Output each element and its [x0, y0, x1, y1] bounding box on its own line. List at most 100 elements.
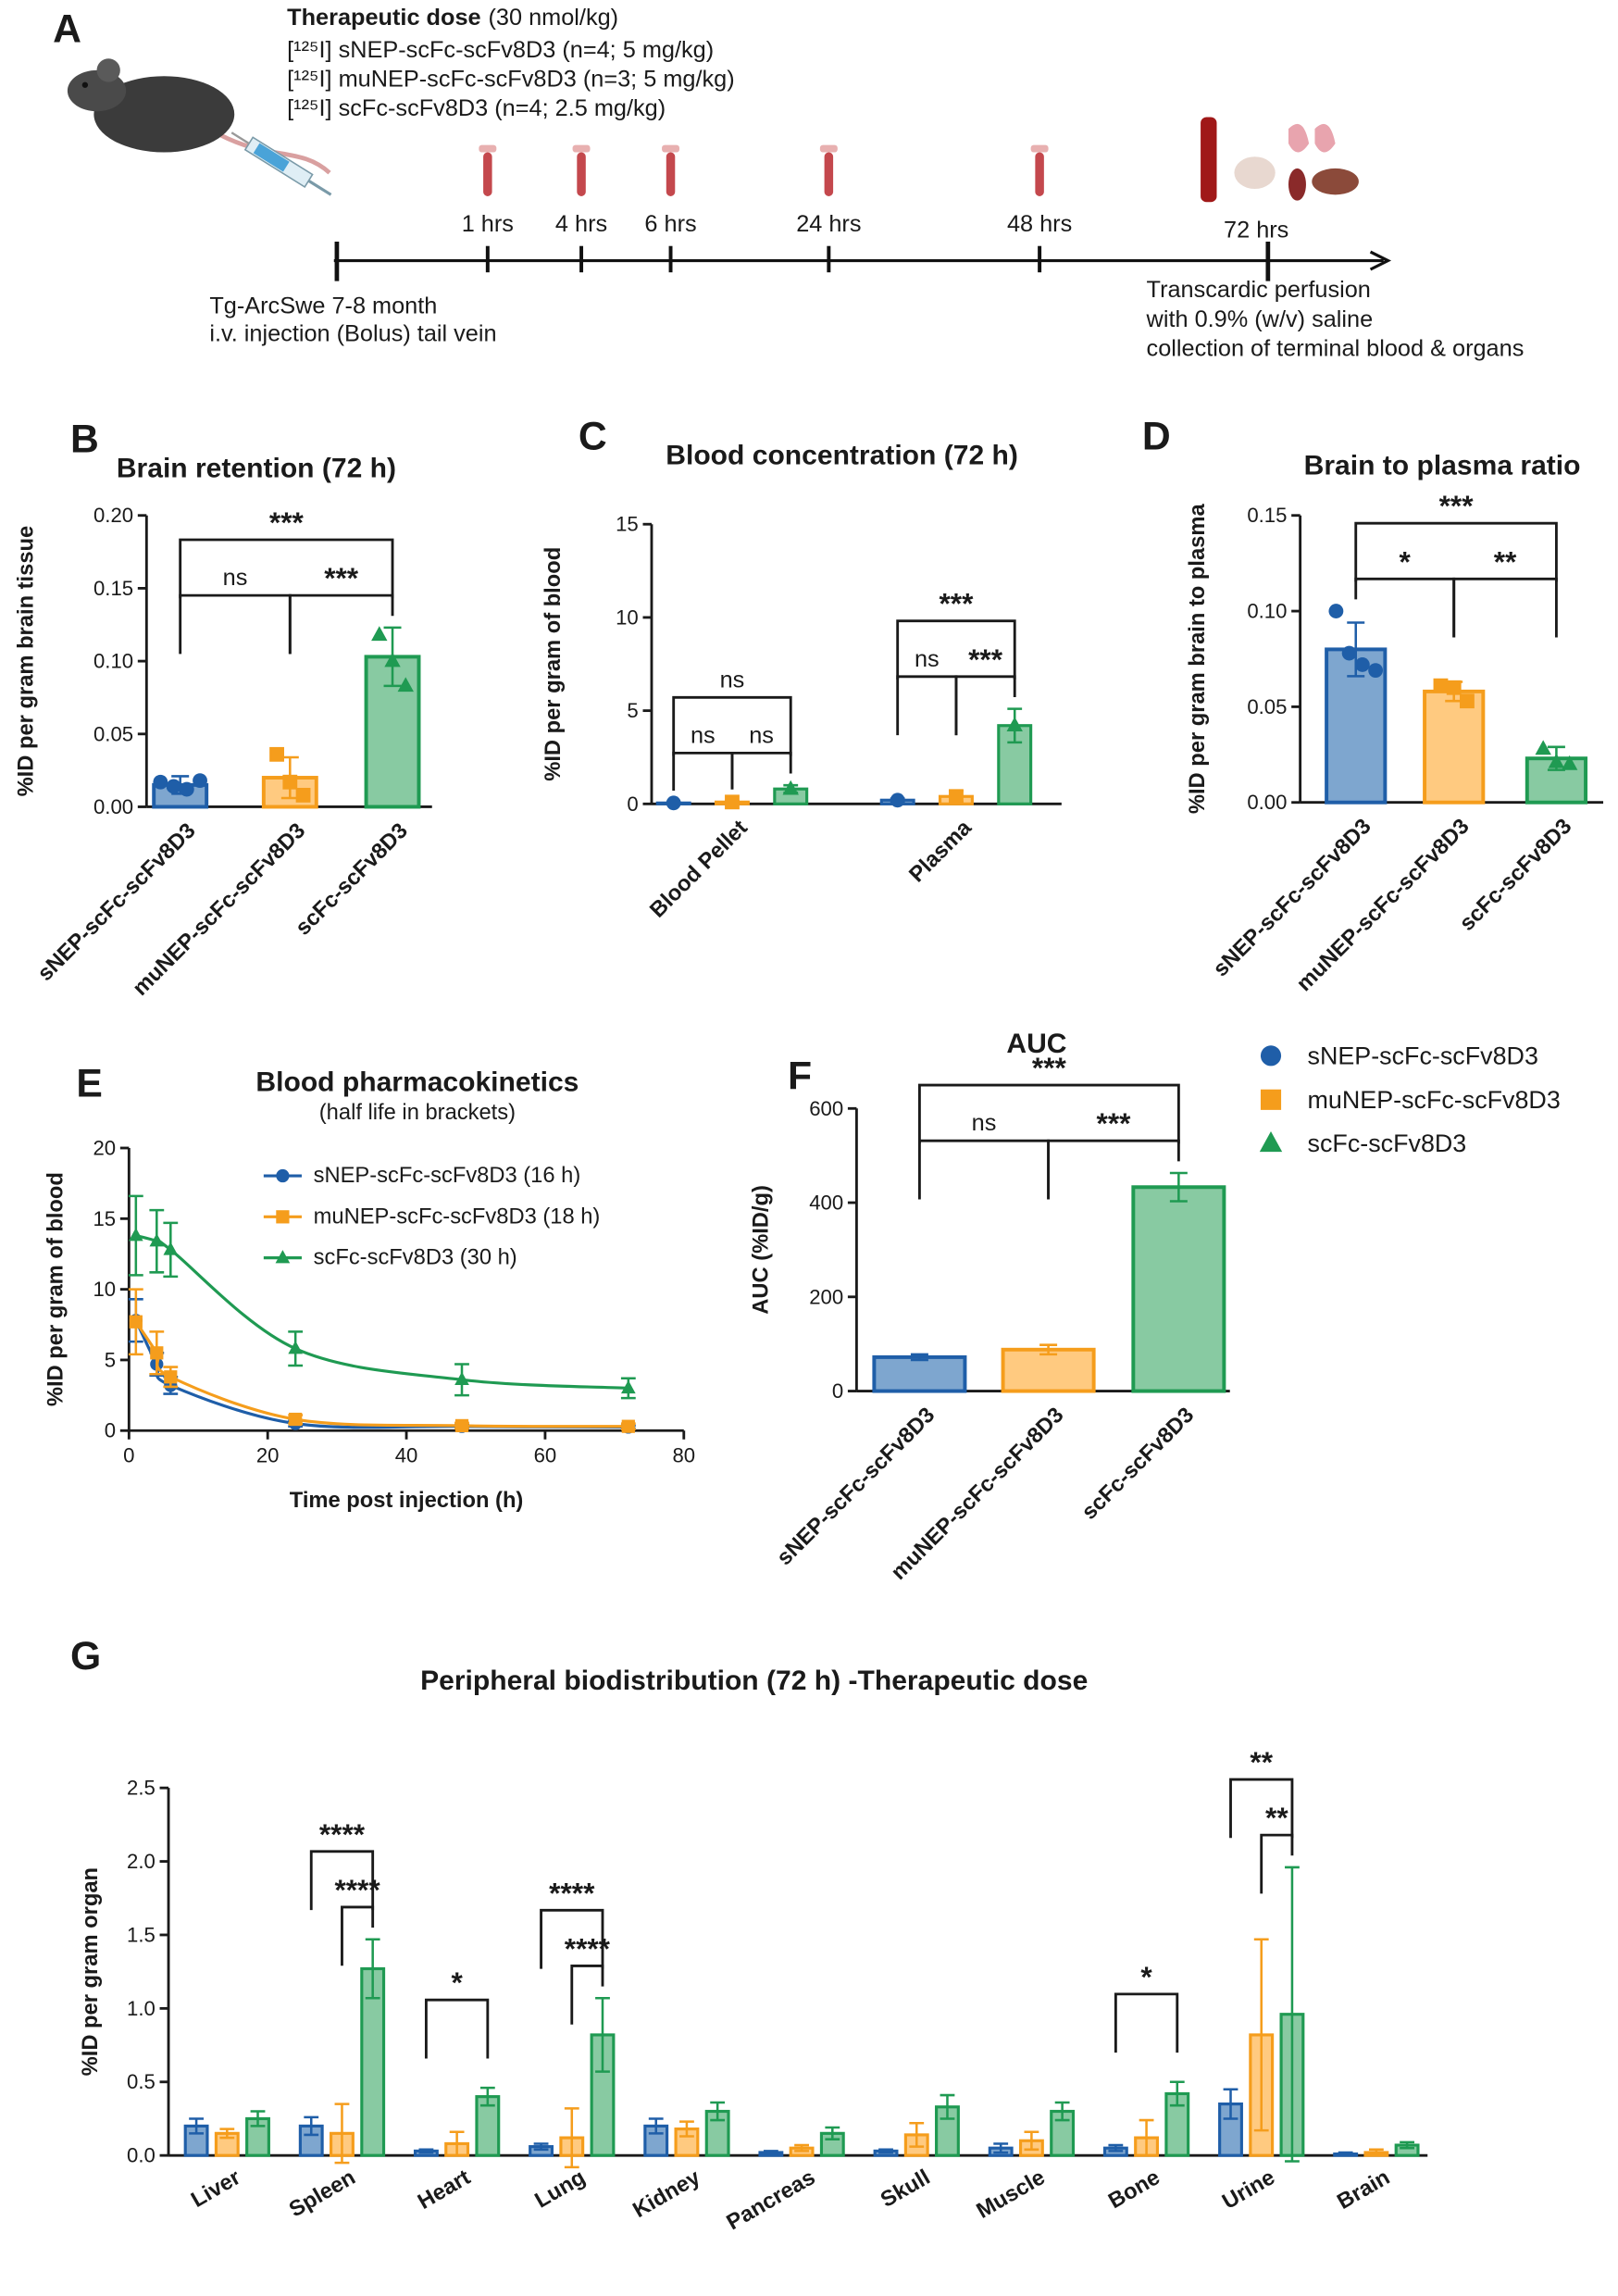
error-bar [1400, 2140, 1415, 2150]
significance-label: ** [1265, 1801, 1288, 1834]
x-tick-label: Kidney [629, 2165, 705, 2223]
x-tick-label: Heart [414, 2165, 475, 2215]
legend-label: muNEP-scFc-scFv8D3 (18 h) [314, 1204, 601, 1229]
sample-tube-cap [662, 144, 680, 153]
error-bar [219, 2128, 235, 2140]
organ-brain [1234, 156, 1276, 190]
x-tick-label: scFc-scFv8D3 [1077, 1404, 1199, 1525]
organ-liver [1312, 168, 1359, 195]
y-tick-label: 5 [105, 1348, 116, 1371]
y-tick-label: 0.15 [93, 577, 133, 600]
marker-square [282, 774, 298, 790]
start-note: i.v. injection (Bolus) tail vein [209, 321, 496, 347]
marker-square [269, 746, 284, 762]
x-tick-label: Skull [877, 2165, 934, 2213]
mouse-eye [81, 81, 89, 88]
y-tick-label: 0.10 [93, 650, 133, 673]
marker-square [1460, 693, 1475, 709]
y-axis-label: %ID per gram brain to plasma [1186, 504, 1210, 815]
significance-label: *** [269, 505, 305, 539]
marker-circle [666, 795, 681, 811]
marker-square [621, 1419, 635, 1433]
panel-a-illustration [67, 58, 1392, 281]
error-bar [1054, 2101, 1070, 2122]
error-bar [825, 2126, 840, 2140]
y-tick-label: 20 [93, 1137, 116, 1160]
error-bar [909, 2121, 925, 2148]
error-bar [679, 2120, 694, 2138]
marker-triangle [1548, 753, 1565, 768]
x-tick-label: Spleen [285, 2165, 359, 2222]
error-bar [940, 2093, 955, 2120]
panel-letter: D [1142, 414, 1171, 458]
marker-triangle [371, 626, 388, 642]
significance-bracket [954, 675, 1016, 736]
x-tick-label: Plasma [905, 816, 977, 888]
y-axis-label: %ID per gram of blood [541, 547, 566, 781]
significance-bracket [896, 619, 1016, 680]
significance-label: * [1400, 544, 1412, 578]
mouse-ear [96, 58, 120, 82]
marker-square [1446, 680, 1462, 695]
error-bar [648, 2117, 664, 2135]
y-tick-label: 2.5 [127, 1777, 156, 1800]
legend-label: scFc-scFv8D3 [1308, 1129, 1467, 1157]
x-tick-label: Lung [531, 2165, 590, 2214]
end-note: with 0.9% (w/v) saline [1146, 306, 1374, 332]
significance-label: *** [1439, 489, 1475, 522]
syringe [230, 131, 332, 196]
chart-title: Blood pharmacokinetics [255, 1067, 579, 1097]
marker-square [129, 1315, 143, 1329]
error-bar [595, 1996, 610, 2073]
timepoint-label: 24 hrs [796, 211, 861, 237]
significance-bracket [341, 1905, 375, 1966]
marker-triangle [1535, 740, 1551, 755]
timeline-arrow [1369, 250, 1392, 271]
significance-bracket [672, 751, 734, 792]
y-tick-label: 0.15 [1247, 504, 1287, 527]
x-tick-label: 0 [123, 1444, 134, 1467]
chart-title: Brain retention (72 h) [117, 454, 396, 484]
mouse-body [93, 76, 235, 153]
marker-square [289, 1412, 303, 1427]
y-tick-label: 0.00 [93, 795, 133, 818]
group-line: [¹²⁵I] sNEP-scFc-scFv8D3 (n=4; 5 mg/kg) [287, 37, 714, 63]
end-note: Transcardic perfusion [1147, 277, 1371, 303]
marker-circle [193, 773, 207, 789]
panel-letter: C [579, 414, 607, 458]
chart-title: Peripheral biodistribution (72 h) -Thera… [420, 1666, 1088, 1696]
y-tick-label: 0.05 [1247, 695, 1287, 718]
marker-square [276, 1210, 290, 1224]
sample-tube [824, 152, 834, 196]
marker-triangle [1259, 1130, 1283, 1153]
error-bar [533, 2142, 549, 2152]
sample-tube [483, 152, 492, 196]
x-tick-label: muNEP-scFc-scFv8D3 [1292, 815, 1474, 996]
significance-bracket [288, 593, 394, 655]
marker-triangle [384, 652, 401, 668]
bar [1131, 1185, 1226, 1393]
marker-triangle [397, 677, 414, 693]
legend-label: muNEP-scFc-scFv8D3 [1308, 1086, 1561, 1114]
end-note: collection of terminal blood & organs [1147, 335, 1525, 361]
chart-title: AUC [1006, 1029, 1066, 1059]
y-tick-label: 0 [105, 1419, 116, 1442]
error-bar [1368, 2148, 1384, 2157]
marker-square [164, 1370, 178, 1384]
syringe-fluid [253, 143, 290, 172]
marker-triangle [163, 1242, 179, 1255]
organ-lung [1288, 123, 1336, 153]
significance-bracket [540, 1908, 604, 1969]
timepoint-label: 4 hrs [555, 211, 607, 237]
marker-triangle [275, 1250, 291, 1264]
y-tick-label: 1.5 [127, 1923, 156, 1946]
marker-triangle [1006, 717, 1023, 732]
error-bar [304, 2115, 319, 2137]
significance-label: ns [691, 722, 716, 748]
error-bar [1139, 2118, 1154, 2157]
error-bar [1169, 1171, 1188, 1203]
error-bar [1169, 2080, 1185, 2107]
error-bar [1039, 1343, 1058, 1356]
